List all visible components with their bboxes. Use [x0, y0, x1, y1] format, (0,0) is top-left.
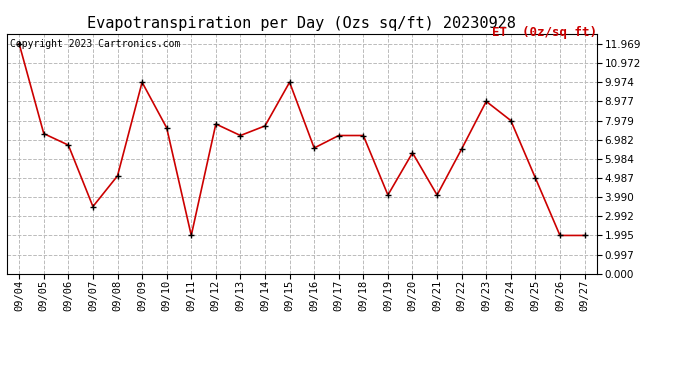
Text: ET  (0z/sq ft): ET (0z/sq ft) [492, 26, 597, 39]
Text: Copyright 2023 Cartronics.com: Copyright 2023 Cartronics.com [10, 39, 180, 48]
Title: Evapotranspiration per Day (Ozs sq/ft) 20230928: Evapotranspiration per Day (Ozs sq/ft) 2… [88, 16, 516, 31]
